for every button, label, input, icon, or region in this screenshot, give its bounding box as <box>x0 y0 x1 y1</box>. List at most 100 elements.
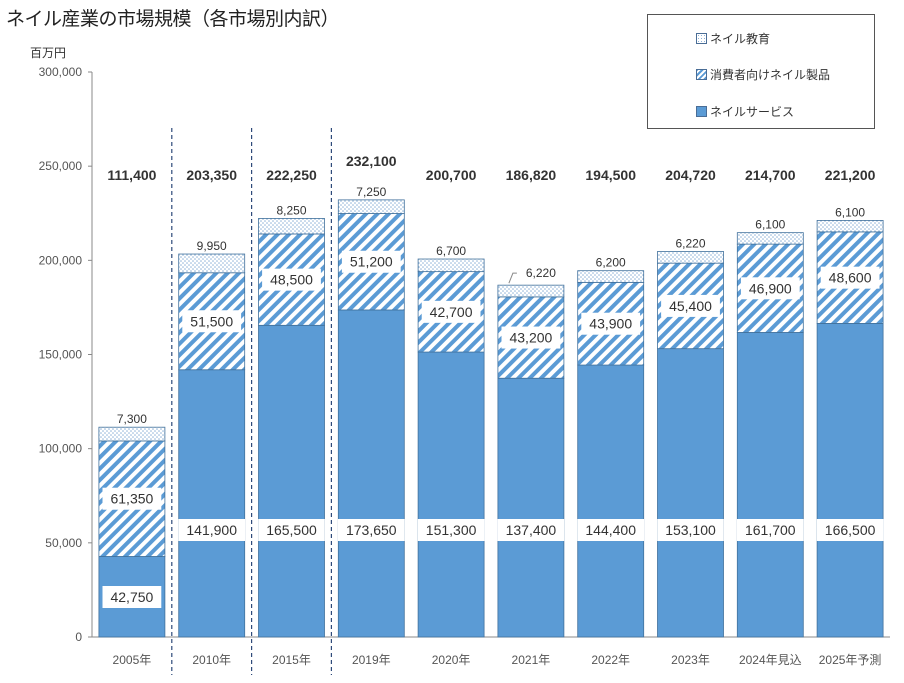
data-label-products-bg <box>182 310 242 333</box>
legend-label: ネイルサービス <box>710 105 795 119</box>
bar-segment-service <box>258 324 325 638</box>
data-label-service: 166,500 <box>825 522 876 538</box>
data-label-service-bg <box>737 519 804 541</box>
data-label-service: 151,300 <box>426 522 477 538</box>
data-label-education: 6,220 <box>526 266 556 280</box>
bar-segment-education <box>337 199 405 214</box>
data-label-service: 153,100 <box>665 522 716 538</box>
x-tick-label: 2010年 <box>192 653 231 667</box>
bar-segment-service <box>577 364 645 638</box>
data-label-products: 48,600 <box>829 270 872 286</box>
y-unit-label: 百万円 <box>30 46 67 60</box>
bar-segment-education <box>657 251 724 264</box>
y-tick-label: 250,000 <box>39 159 83 173</box>
data-label-service: 141,900 <box>186 522 237 538</box>
y-tick-label: 100,000 <box>39 442 83 456</box>
data-label-service: 42,750 <box>110 589 153 605</box>
legend-item-products: 消費者向けネイル製品 <box>696 66 830 83</box>
data-label-service-bg <box>577 519 644 541</box>
bar-segment-education <box>258 218 325 235</box>
data-label-service-bg <box>338 519 405 541</box>
legend-swatch-solid-icon <box>696 106 707 117</box>
data-label-service: 137,400 <box>506 522 557 538</box>
data-label-total: 214,700 <box>745 167 796 183</box>
chart-title: ネイル産業の市場規模（各市場別内訳） <box>6 8 340 30</box>
bar-segment-education <box>98 426 166 442</box>
data-label-education: 7,300 <box>117 412 147 426</box>
data-label-total: 186,820 <box>506 167 557 183</box>
bar-segment-education <box>577 270 645 283</box>
bar-segment-service <box>178 369 246 638</box>
bar-segment-service <box>816 323 884 638</box>
bar-segment-service <box>417 351 485 638</box>
y-tick-label: 0 <box>75 630 82 644</box>
legend-label: ネイル教育 <box>710 32 771 46</box>
data-label-products-bg <box>581 312 641 335</box>
data-label-products: 45,400 <box>669 298 712 314</box>
legend-swatch-stripes-icon <box>696 69 707 80</box>
y-tick-label: 50,000 <box>45 536 82 550</box>
x-tick-label: 2022年 <box>591 653 630 667</box>
y-tick-label: 200,000 <box>39 253 83 267</box>
data-label-service-bg <box>417 519 485 541</box>
data-label-products-bg <box>262 268 321 291</box>
data-label-products-bg <box>501 326 561 349</box>
data-label-products-bg <box>661 294 720 317</box>
leader-line <box>508 272 517 284</box>
data-label-education: 8,250 <box>276 203 306 217</box>
data-label-education: 6,100 <box>755 218 785 232</box>
data-label-education: 7,250 <box>356 185 386 199</box>
data-label-service-bg <box>497 519 565 541</box>
bar-segment-service <box>736 332 804 638</box>
bar-segment-education <box>178 253 246 274</box>
data-label-products: 43,200 <box>509 330 552 346</box>
bar-segment-education <box>736 232 804 245</box>
legend-label: 消費者向けネイル製品 <box>710 68 831 82</box>
y-tick-label: 300,000 <box>39 65 83 79</box>
data-label-service: 161,700 <box>745 522 796 538</box>
data-label-service-bg <box>178 519 245 541</box>
bar-segment-service <box>657 348 724 638</box>
data-label-products-bg <box>740 277 800 300</box>
x-tick-label: 2021年 <box>512 653 551 667</box>
data-label-education: 6,200 <box>596 256 626 270</box>
data-label-products: 51,500 <box>190 313 233 329</box>
data-label-education: 6,220 <box>675 236 705 250</box>
data-label-education: 9,950 <box>197 239 227 253</box>
data-label-service-bg <box>258 519 325 541</box>
data-label-products: 61,350 <box>110 491 153 507</box>
data-label-products: 42,700 <box>430 304 473 320</box>
bar-segment-education <box>417 258 485 273</box>
legend-item-service: ネイルサービス <box>696 103 794 120</box>
data-label-service: 165,500 <box>266 522 317 538</box>
bar-segment-service <box>337 309 405 638</box>
data-label-education: 6,100 <box>835 205 865 219</box>
data-label-total: 203,350 <box>186 167 237 183</box>
x-tick-label: 2020年 <box>432 653 471 667</box>
x-tick-label: 2005年 <box>113 653 152 667</box>
data-label-total: 232,100 <box>346 153 397 169</box>
data-label-service: 173,650 <box>346 522 397 538</box>
data-label-service-bg <box>657 519 724 541</box>
x-tick-label: 2025年予測 <box>819 653 882 667</box>
data-label-products: 46,900 <box>749 280 792 296</box>
data-label-total: 222,250 <box>266 167 317 183</box>
data-label-products-bg <box>102 487 162 510</box>
data-label-service-bg <box>102 586 162 608</box>
data-label-total: 204,720 <box>665 167 716 183</box>
legend-item-education: ネイル教育 <box>696 30 770 47</box>
bar-segment-education <box>497 284 565 298</box>
data-label-products-bg <box>421 300 481 323</box>
data-label-products-bg <box>820 266 880 289</box>
y-tick-label: 150,000 <box>39 348 83 362</box>
data-label-total: 111,400 <box>107 167 156 183</box>
data-label-total: 221,200 <box>825 167 876 183</box>
data-label-education: 6,700 <box>436 244 466 258</box>
chart-legend: ネイル教育 消費者向けネイル製品 ネイルサービス <box>647 14 875 129</box>
legend-swatch-dots-icon <box>696 33 707 44</box>
bar-segment-education <box>816 220 884 233</box>
bar-segment-service <box>497 377 565 638</box>
data-label-products: 43,900 <box>589 316 632 332</box>
data-label-products-bg <box>341 250 401 273</box>
